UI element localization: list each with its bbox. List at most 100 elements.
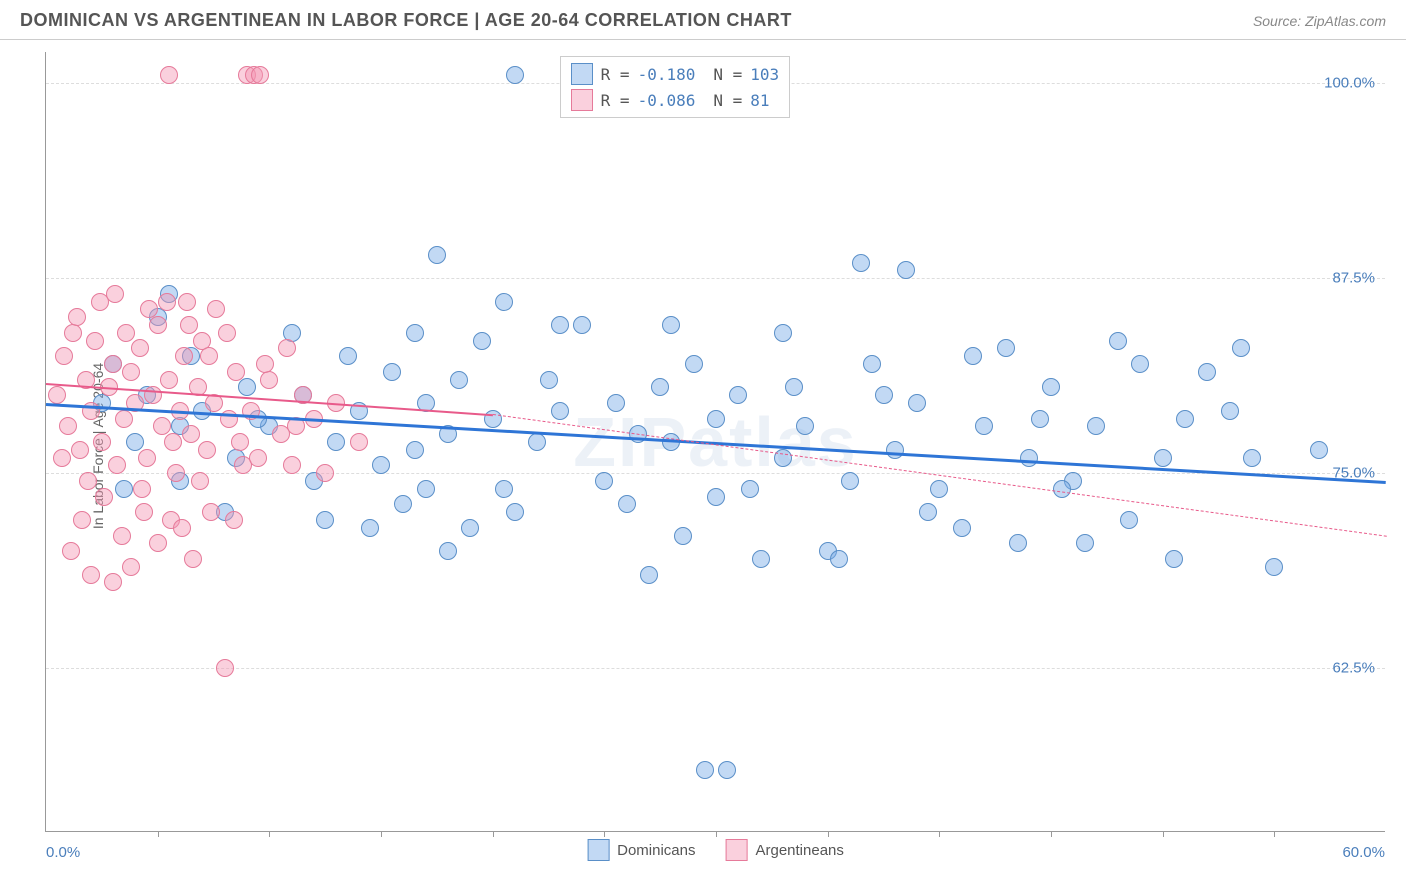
scatter-point	[135, 503, 153, 521]
grid-line	[46, 668, 1385, 669]
scatter-point	[122, 363, 140, 381]
x-tick	[1163, 831, 1164, 837]
scatter-point	[473, 332, 491, 350]
scatter-point	[1176, 410, 1194, 428]
scatter-point	[461, 519, 479, 537]
scatter-point	[350, 433, 368, 451]
scatter-point	[651, 378, 669, 396]
scatter-point	[439, 542, 457, 560]
scatter-point	[227, 363, 245, 381]
scatter-point	[164, 433, 182, 451]
scatter-point	[95, 488, 113, 506]
scatter-point	[278, 339, 296, 357]
x-tick	[493, 831, 494, 837]
scatter-point	[104, 573, 122, 591]
legend-swatch	[571, 89, 593, 111]
scatter-point	[167, 464, 185, 482]
scatter-point	[428, 246, 446, 264]
scatter-point	[173, 519, 191, 537]
legend-n-value: 81	[750, 91, 769, 110]
x-tick	[716, 831, 717, 837]
scatter-point	[930, 480, 948, 498]
scatter-point	[202, 503, 220, 521]
scatter-point	[106, 285, 124, 303]
correlation-legend: R =-0.180N =103R =-0.086N = 81	[560, 56, 791, 118]
scatter-point	[707, 410, 725, 428]
scatter-point	[122, 558, 140, 576]
scatter-point	[1120, 511, 1138, 529]
x-tick	[381, 831, 382, 837]
scatter-point	[218, 324, 236, 342]
scatter-point	[394, 495, 412, 513]
scatter-point	[149, 316, 167, 334]
scatter-point	[897, 261, 915, 279]
legend-row: R =-0.086N = 81	[571, 87, 780, 113]
scatter-point	[53, 449, 71, 467]
scatter-point	[662, 316, 680, 334]
scatter-point	[339, 347, 357, 365]
scatter-point	[140, 300, 158, 318]
scatter-point	[841, 472, 859, 490]
x-tick	[1274, 831, 1275, 837]
scatter-point	[640, 566, 658, 584]
scatter-point	[68, 308, 86, 326]
scatter-point	[1221, 402, 1239, 420]
scatter-point	[117, 324, 135, 342]
scatter-point	[200, 347, 218, 365]
scatter-point	[1087, 417, 1105, 435]
scatter-point	[1243, 449, 1261, 467]
scatter-point	[718, 761, 736, 779]
scatter-point	[540, 371, 558, 389]
scatter-point	[953, 519, 971, 537]
scatter-point	[86, 332, 104, 350]
scatter-point	[175, 347, 193, 365]
scatter-point	[260, 371, 278, 389]
scatter-point	[406, 324, 424, 342]
x-tick	[828, 831, 829, 837]
y-tick-label: 100.0%	[1324, 75, 1375, 92]
scatter-point	[707, 488, 725, 506]
scatter-point	[82, 566, 100, 584]
scatter-point	[1053, 480, 1071, 498]
scatter-point	[372, 456, 390, 474]
scatter-point	[1076, 534, 1094, 552]
scatter-point	[417, 480, 435, 498]
x-tick	[269, 831, 270, 837]
scatter-point	[108, 456, 126, 474]
scatter-point	[573, 316, 591, 334]
scatter-point	[251, 66, 269, 84]
scatter-point	[48, 386, 66, 404]
scatter-point	[138, 449, 156, 467]
scatter-point	[231, 433, 249, 451]
x-axis-label-left: 0.0%	[46, 844, 80, 861]
scatter-point	[144, 386, 162, 404]
x-tick	[604, 831, 605, 837]
scatter-point	[450, 371, 468, 389]
series-legend: Dominicans Argentineans	[587, 839, 844, 861]
scatter-point	[875, 386, 893, 404]
legend-r-value: -0.180	[638, 65, 696, 84]
scatter-point	[62, 542, 80, 560]
scatter-point	[1310, 441, 1328, 459]
scatter-point	[1031, 410, 1049, 428]
scatter-point	[495, 293, 513, 311]
scatter-point	[180, 316, 198, 334]
scatter-point	[225, 511, 243, 529]
scatter-point	[249, 449, 267, 467]
scatter-point	[1165, 550, 1183, 568]
scatter-point	[618, 495, 636, 513]
x-tick	[1051, 831, 1052, 837]
series-legend-item: Dominicans	[587, 839, 695, 861]
scatter-point	[886, 441, 904, 459]
series-legend-label: Argentineans	[755, 842, 843, 859]
legend-swatch	[725, 839, 747, 861]
legend-swatch	[587, 839, 609, 861]
scatter-point	[55, 347, 73, 365]
scatter-point	[182, 425, 200, 443]
scatter-point	[59, 417, 77, 435]
legend-r-label: R =	[601, 91, 630, 110]
y-tick-label: 62.5%	[1332, 660, 1375, 677]
scatter-point	[674, 527, 692, 545]
scatter-point	[774, 324, 792, 342]
scatter-point	[741, 480, 759, 498]
